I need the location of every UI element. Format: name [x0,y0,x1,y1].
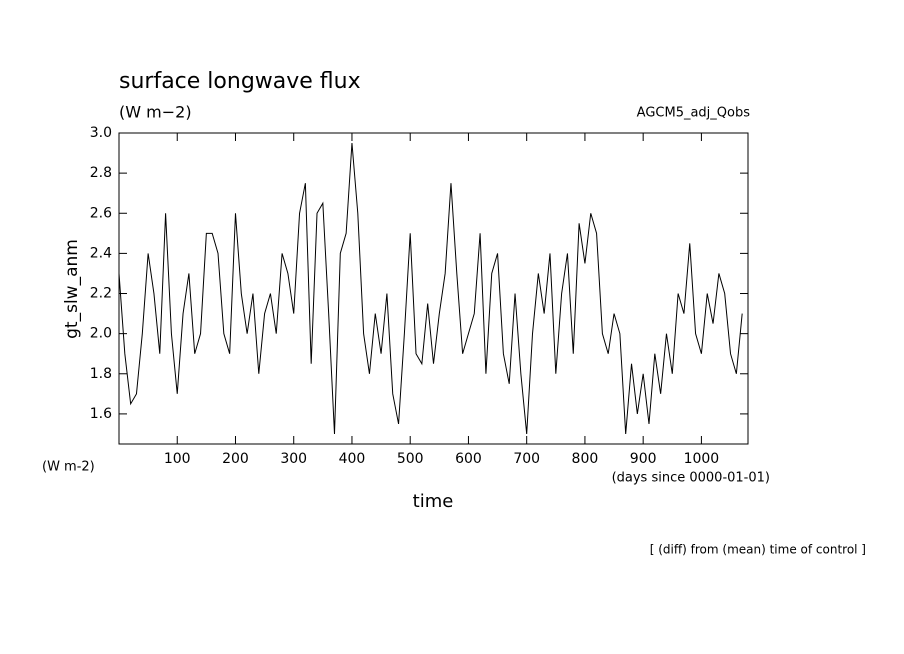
y-tick-label: 1.6 [90,406,112,422]
y-tick-label: 2.6 [90,205,112,221]
data-line [118,142,743,435]
x-unit: (days since 0000-01-01) [612,471,770,486]
x-tick-label: 200 [222,451,249,467]
y-tick-label: 1.8 [90,366,112,382]
chart-title: surface longwave flux [119,69,361,94]
x-tick-label: 300 [280,451,307,467]
y-tick-label: 2.8 [90,165,112,181]
y-tick-label: 3.0 [90,125,112,141]
x-tick-label: 500 [397,451,424,467]
x-tick-label: 100 [164,451,191,467]
x-tick-label: 700 [513,451,540,467]
legend-label: AGCM5_adj_Qobs [637,106,751,121]
y-tick-label: 2.0 [90,326,112,342]
y-tick-label: 2.2 [90,286,112,302]
x-tick-label: 1000 [684,451,720,467]
y-unit: (W m-2) [42,460,95,475]
y-tick-label: 2.4 [90,245,112,261]
x-tick-label: 800 [572,451,599,467]
y-axis-label: gt_slw_anm [62,239,82,339]
footnote: [ (diff) from (mean) time of control ] [650,543,866,557]
subtitle: (W m−2) [119,103,192,122]
plot-frame [118,132,749,445]
x-tick-label: 600 [455,451,482,467]
x-axis-label: time [413,491,454,512]
x-tick-label: 400 [339,451,366,467]
x-tick-label: 900 [630,451,657,467]
